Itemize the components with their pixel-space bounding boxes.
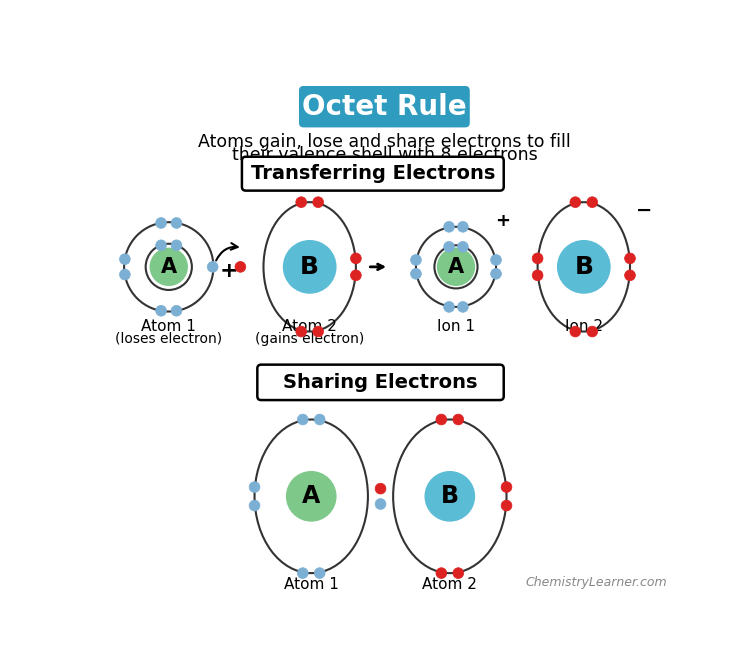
Circle shape: [625, 270, 635, 280]
Text: Octet Rule: Octet Rule: [302, 93, 466, 121]
Circle shape: [235, 262, 246, 272]
Circle shape: [286, 472, 336, 521]
Circle shape: [410, 268, 422, 279]
Circle shape: [490, 254, 502, 265]
Circle shape: [375, 499, 386, 509]
Text: +: +: [495, 211, 510, 229]
Text: (loses electron): (loses electron): [116, 331, 222, 346]
Circle shape: [492, 211, 512, 231]
Text: ChemistryLearner.com: ChemistryLearner.com: [525, 576, 667, 588]
Text: B: B: [300, 255, 320, 279]
Circle shape: [570, 197, 580, 207]
Text: B: B: [441, 484, 459, 509]
Circle shape: [171, 305, 182, 316]
Text: A: A: [160, 257, 177, 277]
Circle shape: [501, 482, 512, 493]
Text: A: A: [448, 257, 464, 277]
Circle shape: [458, 301, 468, 312]
Text: Atom 1: Atom 1: [284, 577, 339, 592]
FancyBboxPatch shape: [242, 157, 504, 191]
Circle shape: [625, 253, 635, 264]
Circle shape: [453, 414, 464, 425]
Circle shape: [350, 270, 361, 280]
Circle shape: [532, 253, 543, 264]
Circle shape: [458, 242, 468, 252]
Circle shape: [314, 414, 325, 425]
Circle shape: [633, 199, 655, 221]
Text: (gains electron): (gains electron): [255, 331, 364, 346]
Circle shape: [458, 221, 468, 232]
Text: Atom 1: Atom 1: [141, 319, 196, 334]
Circle shape: [150, 248, 188, 285]
Circle shape: [314, 568, 325, 578]
Text: −: −: [636, 201, 652, 219]
Circle shape: [425, 472, 475, 521]
Circle shape: [436, 568, 447, 578]
Circle shape: [558, 241, 610, 293]
Circle shape: [490, 268, 502, 279]
Circle shape: [444, 242, 454, 252]
Circle shape: [297, 414, 308, 425]
Circle shape: [207, 262, 218, 272]
Circle shape: [119, 254, 130, 264]
Circle shape: [296, 326, 307, 337]
Text: their valence shell with 8 electrons: their valence shell with 8 electrons: [232, 146, 537, 164]
Circle shape: [284, 241, 336, 293]
Text: Ion 1: Ion 1: [437, 319, 475, 334]
Text: Atom 2: Atom 2: [282, 319, 337, 334]
Circle shape: [297, 568, 308, 578]
Text: Atom 2: Atom 2: [422, 577, 477, 592]
Circle shape: [444, 221, 454, 232]
Circle shape: [587, 326, 598, 337]
Circle shape: [249, 482, 260, 493]
Circle shape: [171, 217, 182, 228]
Text: B: B: [574, 255, 593, 279]
Circle shape: [501, 500, 512, 511]
Circle shape: [410, 254, 422, 265]
Circle shape: [249, 500, 260, 511]
Text: Atoms gain, lose and share electrons to fill: Atoms gain, lose and share electrons to …: [198, 133, 571, 151]
FancyBboxPatch shape: [257, 364, 504, 400]
Circle shape: [532, 270, 543, 280]
Text: Ion 2: Ion 2: [565, 319, 603, 334]
Circle shape: [350, 253, 361, 264]
Circle shape: [313, 326, 323, 337]
Text: Transferring Electrons: Transferring Electrons: [251, 164, 495, 183]
Circle shape: [171, 240, 182, 251]
Circle shape: [156, 305, 166, 316]
Circle shape: [444, 301, 454, 312]
Circle shape: [436, 414, 447, 425]
FancyBboxPatch shape: [300, 87, 469, 127]
Circle shape: [587, 197, 598, 207]
Circle shape: [156, 240, 166, 251]
Circle shape: [375, 483, 386, 494]
Circle shape: [570, 326, 580, 337]
FancyArrowPatch shape: [216, 243, 238, 260]
Circle shape: [313, 197, 323, 207]
Text: Sharing Electrons: Sharing Electrons: [284, 373, 478, 392]
Circle shape: [437, 248, 475, 285]
Circle shape: [296, 197, 307, 207]
Text: +: +: [220, 261, 239, 280]
Circle shape: [156, 217, 166, 228]
Text: A: A: [302, 484, 320, 509]
Circle shape: [453, 568, 464, 578]
Circle shape: [119, 269, 130, 280]
